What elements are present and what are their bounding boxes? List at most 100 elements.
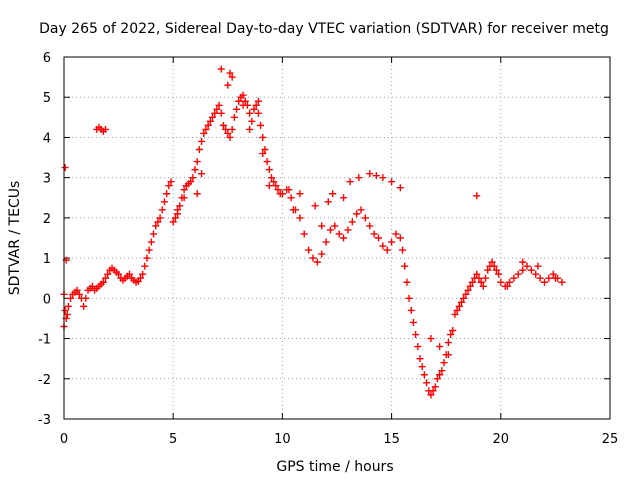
data-point bbox=[497, 278, 505, 286]
data-point bbox=[449, 327, 457, 335]
y-axis-label: SDTVAR / TECUs bbox=[7, 181, 23, 296]
data-point bbox=[405, 294, 413, 302]
data-point bbox=[204, 121, 212, 129]
data-point bbox=[335, 230, 343, 238]
data-point bbox=[241, 97, 249, 105]
data-point bbox=[246, 109, 254, 117]
y-tick-label: 6 bbox=[43, 51, 51, 66]
data-point bbox=[248, 117, 256, 125]
data-point bbox=[399, 246, 407, 254]
data-point bbox=[464, 286, 472, 294]
data-point bbox=[433, 375, 441, 383]
data-point bbox=[82, 294, 90, 302]
data-point bbox=[254, 97, 262, 105]
data-point bbox=[523, 262, 531, 270]
x-tick-label: 25 bbox=[602, 432, 619, 447]
data-point bbox=[457, 298, 465, 306]
data-point bbox=[396, 234, 404, 242]
data-point bbox=[519, 258, 527, 266]
data-point bbox=[492, 266, 500, 274]
data-point bbox=[420, 371, 428, 379]
data-point bbox=[536, 274, 544, 282]
data-point bbox=[156, 214, 164, 222]
data-point bbox=[396, 184, 404, 192]
data-point bbox=[455, 302, 463, 310]
data-point bbox=[211, 109, 219, 117]
data-point bbox=[63, 310, 71, 318]
data-point bbox=[187, 178, 195, 186]
data-point bbox=[440, 359, 448, 367]
data-point bbox=[228, 125, 236, 133]
data-point bbox=[287, 194, 295, 202]
data-point bbox=[180, 186, 188, 194]
data-point bbox=[265, 182, 273, 190]
data-point bbox=[296, 214, 304, 222]
data-point bbox=[514, 270, 522, 278]
data-point bbox=[366, 222, 374, 230]
data-point bbox=[198, 170, 206, 178]
x-tick-label: 10 bbox=[274, 432, 291, 447]
data-point bbox=[429, 387, 437, 395]
data-point bbox=[163, 190, 171, 198]
data-point bbox=[239, 101, 247, 109]
data-point bbox=[278, 190, 286, 198]
data-point bbox=[101, 274, 109, 282]
data-point bbox=[259, 150, 267, 158]
data-point bbox=[427, 391, 435, 399]
data-point bbox=[558, 278, 566, 286]
data-point bbox=[311, 202, 319, 210]
data-point bbox=[484, 266, 492, 274]
data-point bbox=[263, 158, 271, 166]
data-point bbox=[222, 125, 230, 133]
data-point bbox=[147, 238, 155, 246]
data-point bbox=[412, 331, 420, 339]
data-point bbox=[254, 109, 262, 117]
y-tick-label: 0 bbox=[43, 292, 51, 307]
data-point bbox=[510, 274, 518, 282]
data-point bbox=[414, 343, 422, 351]
data-point bbox=[259, 133, 267, 141]
data-point bbox=[150, 230, 158, 238]
data-point bbox=[468, 278, 476, 286]
data-point bbox=[101, 125, 109, 133]
data-point bbox=[488, 258, 496, 266]
data-point bbox=[447, 331, 455, 339]
data-point bbox=[392, 230, 400, 238]
data-point bbox=[357, 206, 365, 214]
data-point bbox=[217, 65, 225, 73]
data-point bbox=[165, 182, 173, 190]
data-points bbox=[60, 65, 566, 399]
data-point bbox=[403, 278, 411, 286]
data-point bbox=[228, 73, 236, 81]
y-tick-label: 5 bbox=[43, 91, 51, 106]
data-point bbox=[235, 97, 243, 105]
data-point bbox=[174, 206, 182, 214]
x-tick-label: 20 bbox=[493, 432, 510, 447]
data-point bbox=[353, 210, 361, 218]
data-point bbox=[379, 242, 387, 250]
x-axis-label: GPS time / hours bbox=[276, 459, 393, 475]
data-point bbox=[329, 190, 337, 198]
data-point bbox=[549, 270, 557, 278]
data-point bbox=[346, 178, 354, 186]
data-point bbox=[506, 278, 514, 286]
y-tick-label: 4 bbox=[43, 131, 51, 146]
y-tick-label: -3 bbox=[38, 413, 51, 428]
data-point bbox=[383, 246, 391, 254]
data-point bbox=[195, 146, 203, 154]
x-tick-label: 0 bbox=[60, 432, 68, 447]
data-point bbox=[64, 302, 72, 310]
data-point bbox=[145, 246, 153, 254]
data-point bbox=[436, 371, 444, 379]
data-point bbox=[88, 282, 96, 290]
data-point bbox=[226, 133, 234, 141]
data-point bbox=[300, 230, 308, 238]
data-point bbox=[322, 238, 330, 246]
data-point bbox=[361, 214, 369, 222]
data-point bbox=[67, 294, 75, 302]
data-point bbox=[265, 166, 273, 174]
data-point bbox=[257, 121, 265, 129]
data-point bbox=[355, 174, 363, 182]
data-point bbox=[401, 262, 409, 270]
data-point bbox=[252, 101, 260, 109]
